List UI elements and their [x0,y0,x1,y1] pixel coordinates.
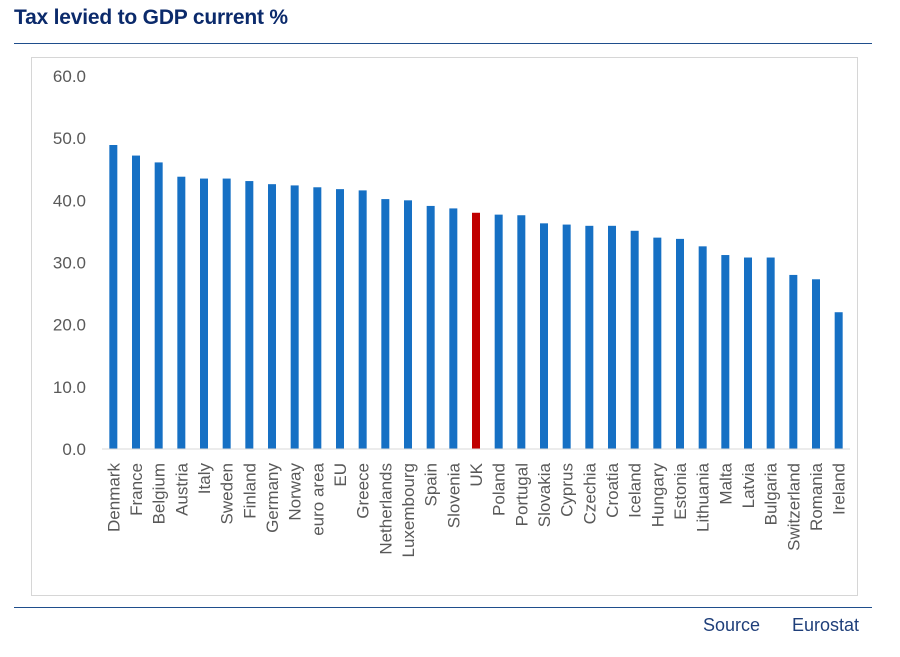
bar-germany [268,184,276,450]
y-tick-label: 0.0 [62,440,86,459]
x-tick-label: euro area [308,462,327,535]
bar-denmark [109,145,118,449]
bar-lithuania [698,246,707,449]
bar-estonia [676,238,684,449]
bar-netherlands [381,199,390,449]
chart-title: Tax levied to GDP current % [14,6,288,29]
y-tick-label: 30.0 [53,254,86,273]
source-label: Source [703,615,761,635]
x-tick-label: Switzerland [784,463,803,551]
x-tick-label: Slovenia [444,462,463,528]
y-tick-label: 10.0 [53,378,86,397]
bar-eu [336,189,344,449]
bar-greece [358,190,367,449]
x-tick-label: Finland [240,463,259,519]
chart-frame [31,57,858,596]
x-tick-label: Lithuania [694,462,713,532]
x-tick-label: Belgium [150,463,169,524]
bar-france [132,155,140,449]
x-tick-label: UK [467,462,486,486]
x-tick-label: Poland [490,463,509,516]
x-tick-label: Czechia [580,462,599,524]
bottom-divider [14,607,872,608]
x-tick-label: Italy [195,463,214,495]
x-tick-label: Hungary [648,463,667,528]
bar-croatia [608,225,616,449]
bar-malta [721,255,730,449]
bar-finland [245,181,254,449]
bar-belgium [154,162,163,449]
bar-hungary [653,237,662,449]
bar-uk [472,212,480,449]
bar-euro-area [313,187,322,449]
bar-cyprus [562,224,571,449]
source-value: Eurostat [792,615,860,635]
x-tick-label: Cyprus [558,463,577,517]
x-tick-label: Denmark [104,463,123,532]
x-axis-labels: Denmark France Belgium Austria Italy Sweden Fi… [104,462,848,557]
x-tick-label: Portugal [512,463,531,526]
x-tick-label: Germany [263,463,282,533]
x-tick-label: Croatia [603,462,622,517]
x-tick-label: Ireland [830,463,849,515]
bar-slovakia [540,223,548,449]
y-tick-label: 40.0 [53,191,86,210]
y-tick-label: 20.0 [53,316,86,335]
x-tick-label: Austria [172,462,191,515]
bar-czechia [585,225,594,449]
y-tick-label: 60.0 [53,67,86,86]
x-tick-label: Romania [807,462,826,531]
bar-portugal [517,215,526,449]
x-tick-label: Sweden [218,463,237,524]
bar-romania [812,279,820,449]
x-tick-label: Estonia [671,462,690,519]
x-tick-label: Netherlands [376,463,395,555]
bar-poland [494,214,503,449]
x-tick-label: Iceland [626,463,645,518]
y-tick-label: 50.0 [53,129,86,148]
bar-luxembourg [404,200,412,449]
bar-austria [177,176,186,449]
x-tick-label: Norway [286,463,305,521]
bars [109,145,843,450]
x-tick-label: EU [331,463,350,487]
x-tick-label: Spain [422,463,441,506]
x-tick-label: Latvia [739,462,758,508]
bar-switzerland [789,274,798,449]
x-tick-label: Malta [716,462,735,504]
bar-bulgaria [766,257,775,449]
x-tick-label: Luxembourg [399,463,418,558]
top-divider [14,43,872,44]
bar-latvia [744,257,752,449]
bar-italy [200,178,208,449]
x-tick-label: Slovakia [535,462,554,527]
bar-sweden [222,178,231,449]
bar-slovenia [449,208,458,449]
y-axis: 0.0 10.0 20.0 30.0 40.0 50.0 60.0 [53,67,86,459]
bar-norway [290,185,299,449]
x-tick-label: Bulgaria [762,462,781,525]
bar-spain [426,205,435,449]
bar-iceland [630,230,639,449]
x-tick-label: France [127,463,146,516]
bar-ireland [834,312,843,449]
x-tick-label: Greece [354,463,373,519]
